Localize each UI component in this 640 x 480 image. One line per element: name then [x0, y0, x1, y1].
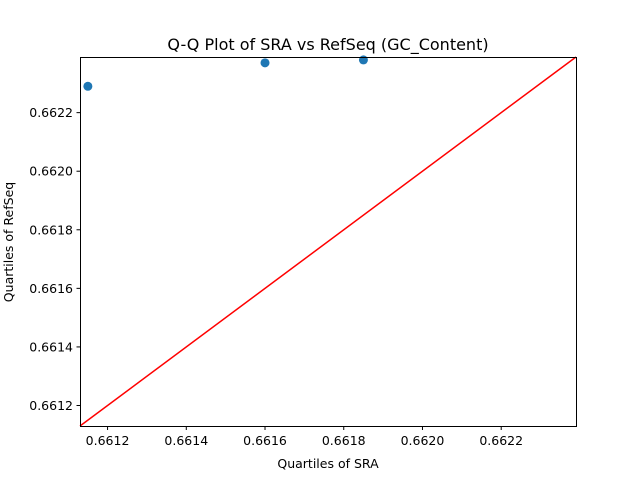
x-axis-ticks: 0.6612 0.6614 0.6616 0.6618 0.6620 0.6622 [86, 426, 523, 448]
y-axis-label: Quartiles of RefSeq [1, 182, 16, 302]
plot-area [79, 55, 577, 427]
y-tick-label: 0.6614 [29, 339, 73, 354]
chart-title: Q-Q Plot of SRA vs RefSeq (GC_Content) [167, 35, 488, 55]
x-axis-label: Quartiles of SRA [277, 456, 379, 471]
y-tick-label: 0.6620 [29, 164, 73, 179]
reference-line-group [79, 56, 577, 427]
x-tick-label: 0.6614 [164, 433, 208, 448]
x-tick-label: 0.6616 [243, 433, 287, 448]
y-tick-label: 0.6612 [29, 398, 73, 413]
x-tick-label: 0.6622 [479, 433, 523, 448]
data-point [83, 81, 93, 91]
x-tick-label: 0.6612 [86, 433, 130, 448]
y-tick-label: 0.6618 [29, 222, 73, 237]
y-tick-label: 0.6622 [29, 105, 73, 120]
axes-frame [80, 57, 577, 427]
data-point [260, 58, 270, 68]
y-tick-label: 0.6616 [29, 281, 73, 296]
y-axis-ticks: 0.6612 0.6614 0.6616 0.6618 0.6620 0.6622 [29, 105, 81, 413]
x-tick-label: 0.6620 [401, 433, 445, 448]
x-tick-label: 0.6618 [322, 433, 366, 448]
points-group [83, 55, 368, 91]
reference-line [79, 56, 577, 427]
data-point [358, 55, 368, 65]
